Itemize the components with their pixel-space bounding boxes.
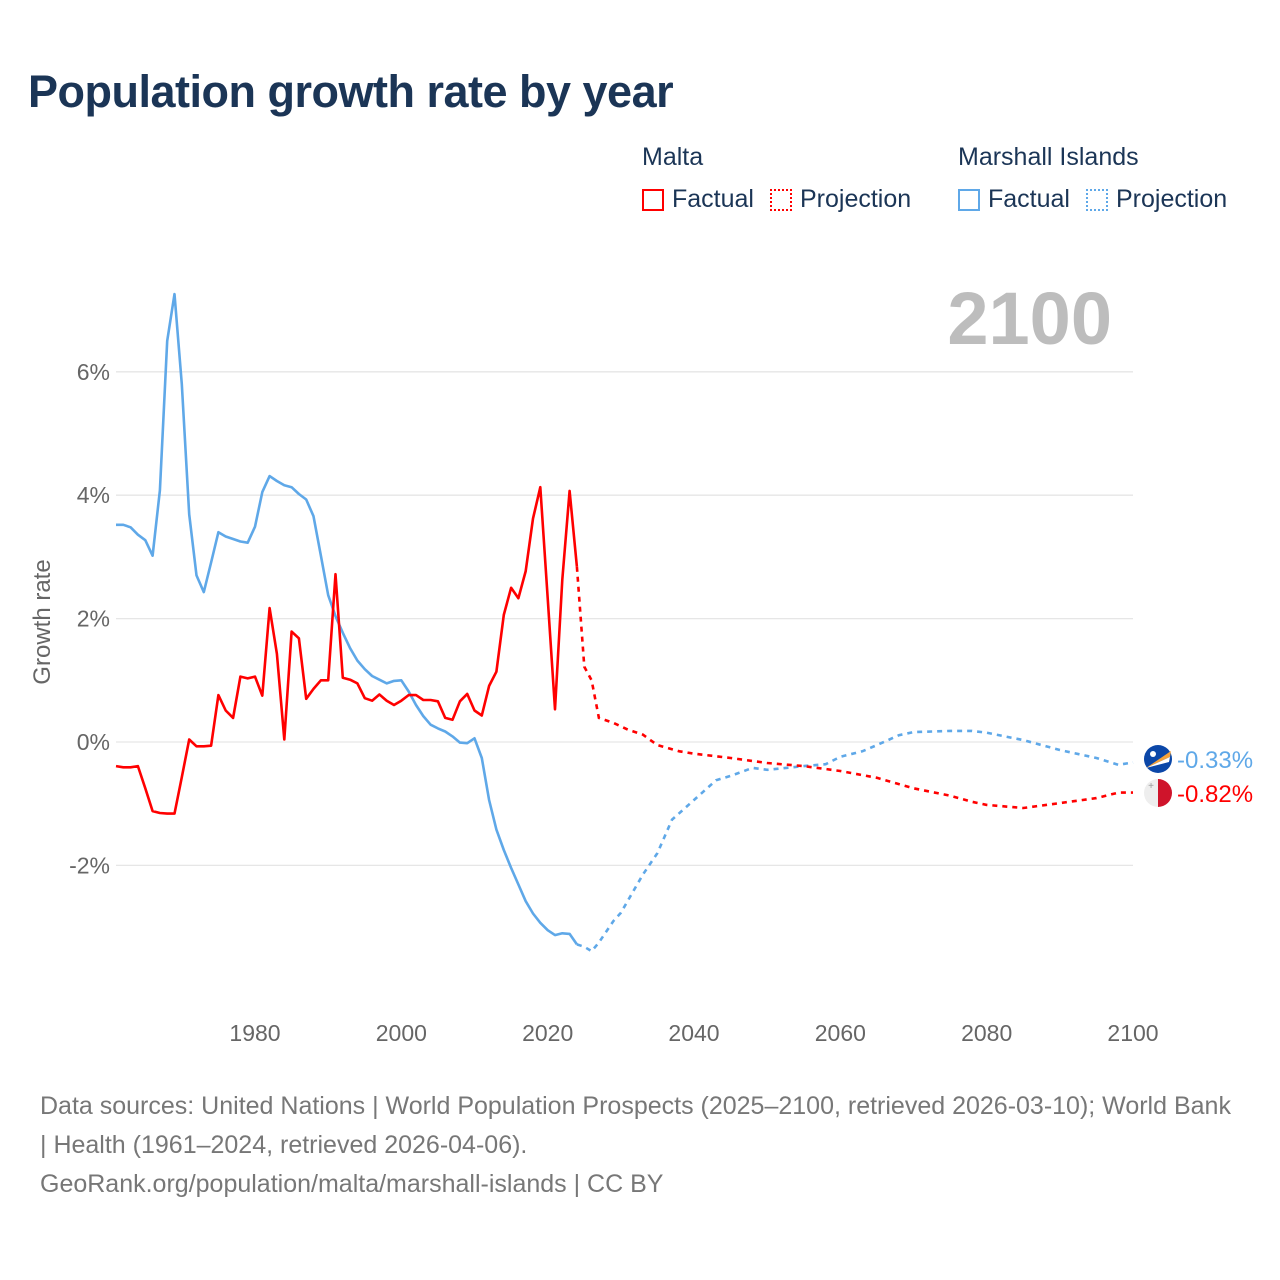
y-tick-label: 2% xyxy=(77,606,110,632)
malta-end-value: -0.82% xyxy=(1177,781,1253,808)
flag-cross: + xyxy=(1148,781,1154,792)
legend-swatch-solid xyxy=(642,188,664,211)
legend-group-title: Marshall Islands xyxy=(958,143,1139,171)
x-tick-label: 2020 xyxy=(522,1020,573,1046)
flag-stripe-orange xyxy=(1146,751,1171,768)
legend-label: Factual xyxy=(672,185,754,213)
y-axis-title: Growth rate xyxy=(29,559,56,684)
legend-swatch-dotted xyxy=(769,188,792,211)
current-year-label: 2100 xyxy=(947,277,1112,360)
footer: Data sources: United Nations | World Pop… xyxy=(40,1087,1240,1204)
credit-link[interactable]: GeoRank.org/population/malta/marshall-is… xyxy=(40,1170,664,1198)
data-sources: Data sources: United Nations | World Pop… xyxy=(40,1092,1231,1159)
malta-projection-line xyxy=(575,566,1133,810)
y-tick-label: 6% xyxy=(77,359,110,385)
x-tick-label: 2060 xyxy=(815,1020,866,1046)
legend-marshall-factual[interactable]: Factual xyxy=(958,185,1070,214)
flag-red-half xyxy=(1158,779,1172,807)
flag-star xyxy=(1150,751,1156,757)
marshall-islands-projection-line xyxy=(576,729,1134,953)
chart-title: Population growth rate by year xyxy=(28,66,674,117)
legend-label: Projection xyxy=(1115,185,1228,213)
marshall-islands-flag-icon xyxy=(1144,745,1172,773)
x-tick-label: 2040 xyxy=(668,1020,719,1046)
flag-stripe-white xyxy=(1146,757,1170,768)
flag-white-half xyxy=(1144,779,1158,807)
legend-malta-projection[interactable]: Projection xyxy=(769,185,912,214)
y-tick-label: 0% xyxy=(77,729,110,755)
malta-factual-line xyxy=(115,485,579,815)
x-tick-label: 2000 xyxy=(376,1020,427,1046)
legend-label: Factual xyxy=(988,185,1070,213)
legend-marshall-projection[interactable]: Projection xyxy=(1085,185,1228,214)
marshall-islands-end-value: -0.33% xyxy=(1177,747,1253,774)
y-tick-label: 4% xyxy=(77,482,110,508)
legend-group-malta: Malta Factual Projection xyxy=(642,143,927,214)
malta-flag-icon: + xyxy=(1144,779,1172,807)
legend-label: Projection xyxy=(799,185,912,213)
x-tick-label: 2080 xyxy=(961,1020,1012,1046)
legend-swatch-solid xyxy=(958,188,980,211)
legend-swatch-dotted xyxy=(1085,188,1108,211)
legend-malta-factual[interactable]: Factual xyxy=(642,185,754,214)
y-tick-label: -2% xyxy=(69,852,110,878)
x-tick-label: 2100 xyxy=(1107,1020,1158,1046)
legend-group-marshall-islands: Marshall Islands Factual Projection xyxy=(958,143,1227,214)
legend-group-title: Malta xyxy=(642,143,704,171)
marshall-islands-factual-line xyxy=(116,292,578,946)
x-tick-label: 1980 xyxy=(229,1020,280,1046)
